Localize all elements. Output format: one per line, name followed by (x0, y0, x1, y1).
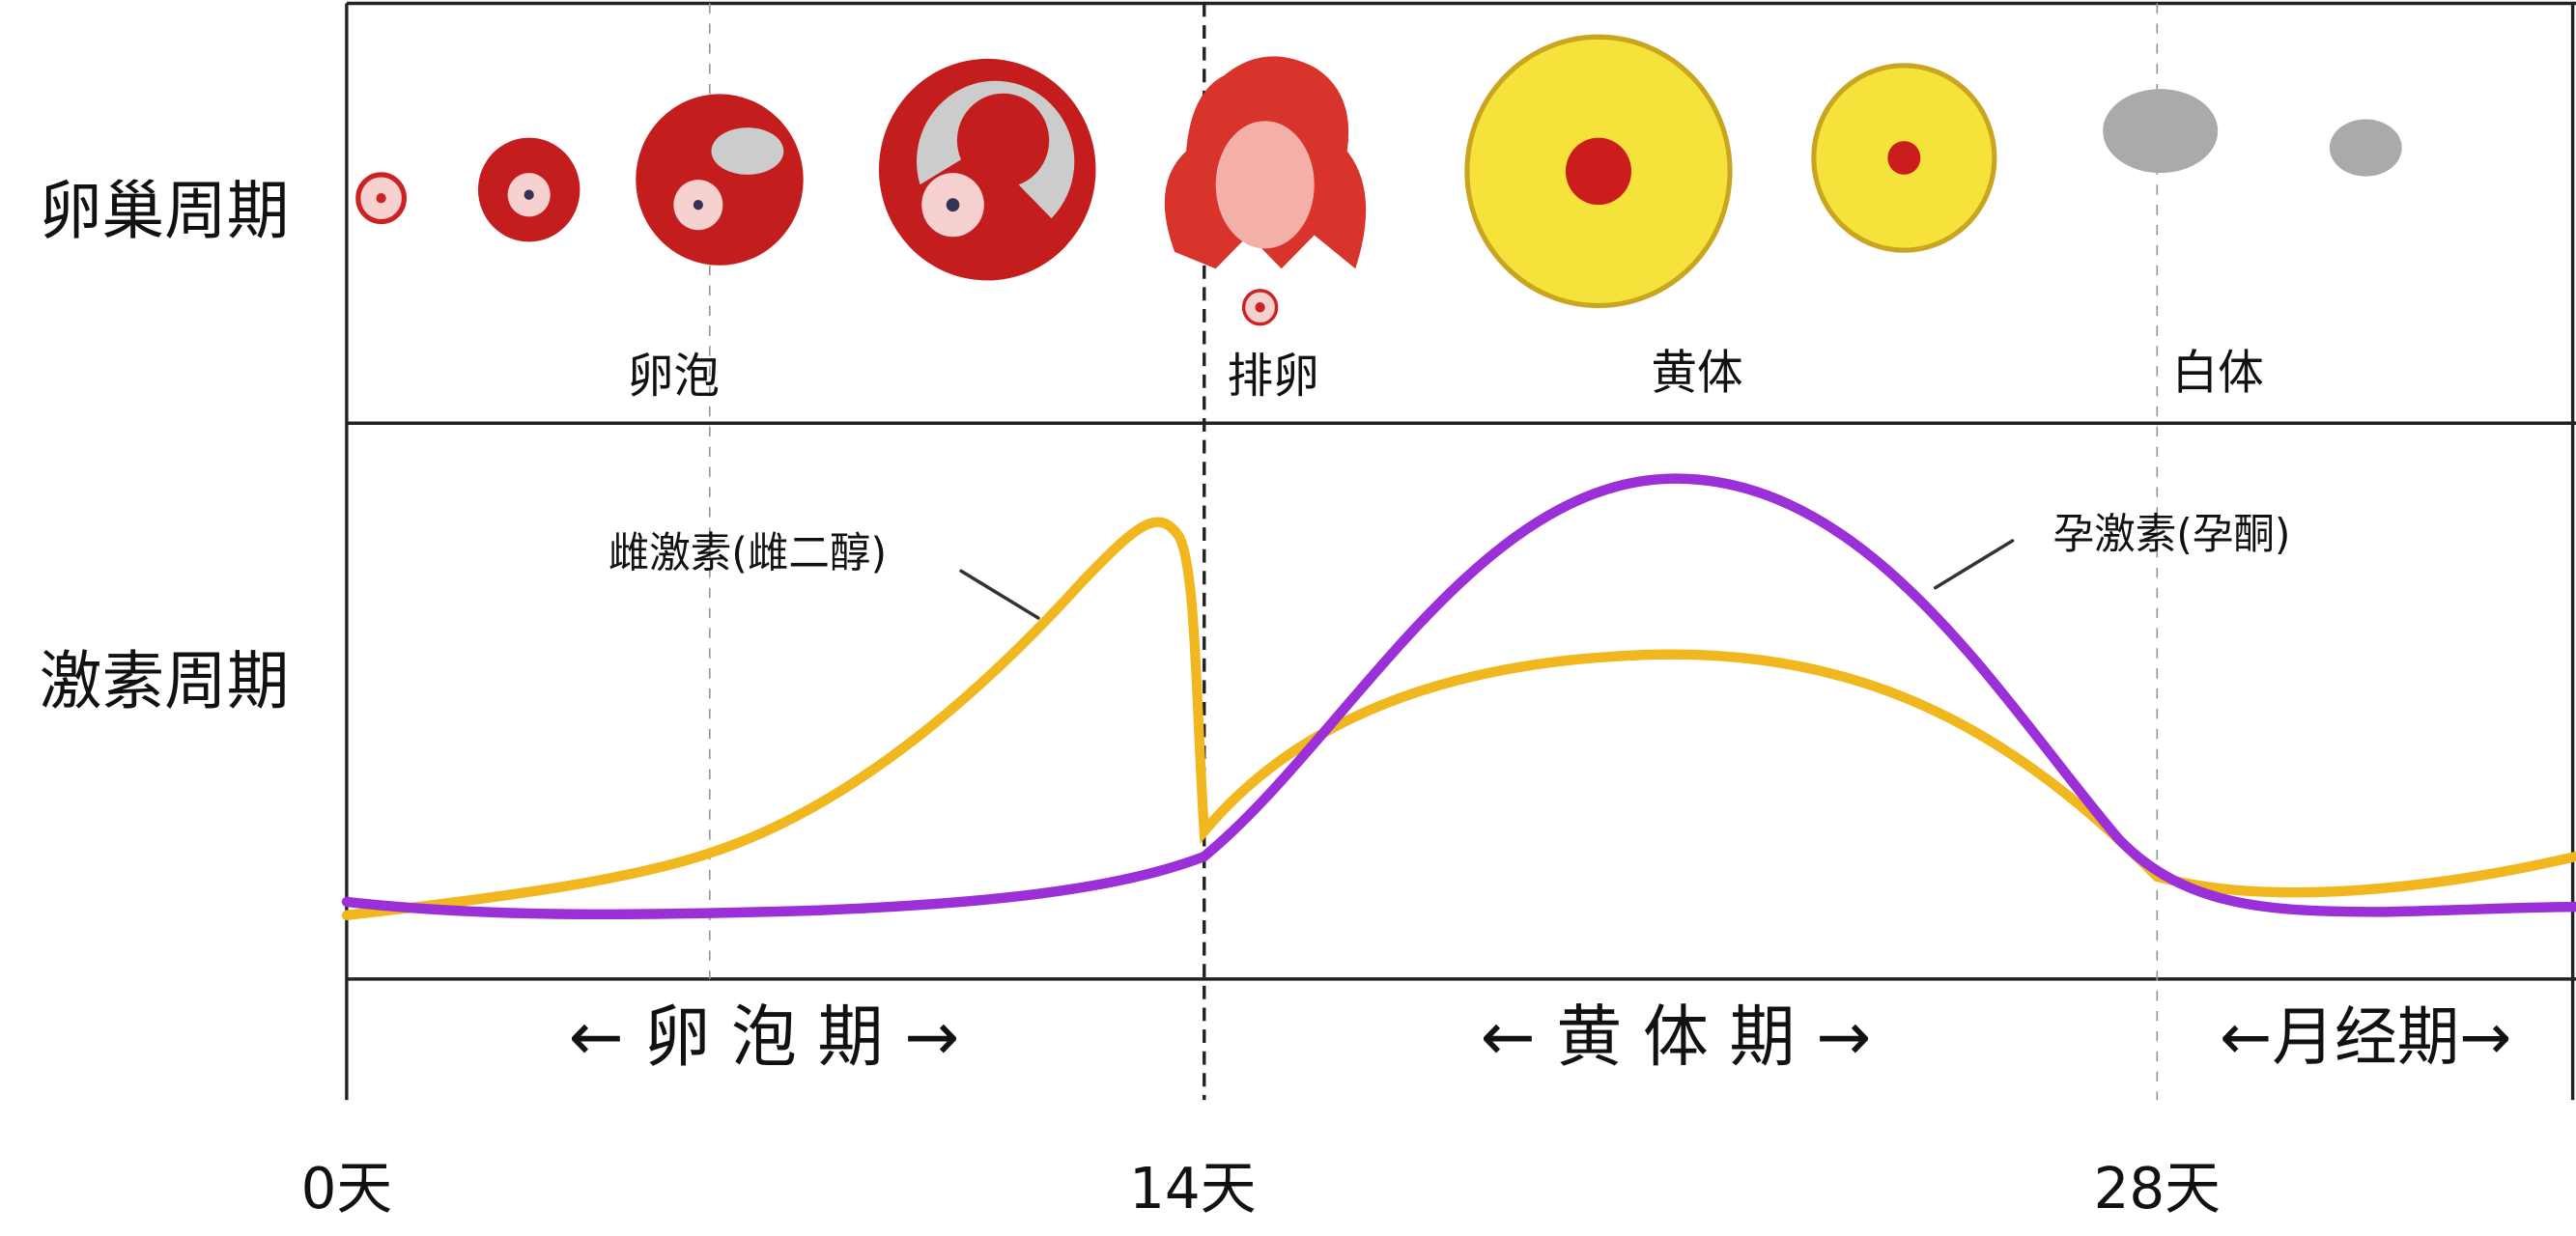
stage-label: 卵泡 (628, 350, 720, 405)
row-label: 卵巢周期 (40, 174, 290, 248)
phase-label: ←月经期→ (2220, 1000, 2511, 1075)
row-label: 激素周期 (40, 644, 290, 718)
phase-label: ← 黄 体 期 → (1481, 998, 1872, 1077)
stage-label: 排卵 (1228, 350, 1319, 405)
hormone-label: 孕激素(孕酮) (2053, 511, 2291, 560)
hormone-curves (341, 473, 2576, 921)
stage-label: 白体 (2172, 346, 2264, 401)
phase-label: ← 卵 泡 期 → (569, 998, 960, 1077)
day-label: 0天 (301, 1155, 393, 1222)
stage-label: 黄体 (1651, 346, 1742, 401)
ovary-icons (355, 34, 2402, 326)
day-label: 28天 (2094, 1155, 2221, 1222)
hormone-label: 雌激素(雌二醇) (609, 529, 887, 578)
frame (345, 1, 2576, 1101)
day-label: 14天 (1129, 1155, 1256, 1222)
